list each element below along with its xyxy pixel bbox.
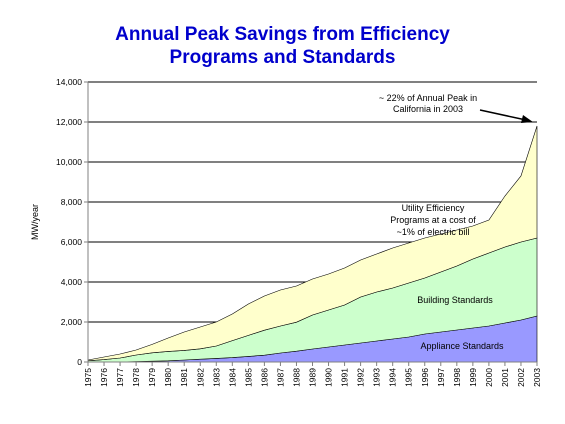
x-tick-label: 1988 (291, 368, 301, 387)
x-tick-label: 1994 (388, 368, 398, 387)
annotation-arrow-line (479, 109, 527, 121)
y-tick-label: 8,000 (61, 197, 83, 207)
x-tick-label: 1993 (372, 368, 382, 387)
annotation-text: California in 2003 (393, 104, 463, 114)
series-label-3: Programs at a cost of (390, 215, 476, 225)
x-tick-label: 2001 (500, 368, 510, 387)
x-tick-label: 1980 (163, 368, 173, 387)
x-tick-label: 1999 (468, 368, 478, 387)
x-tick-label: 2000 (484, 368, 494, 387)
x-tick-label: 1977 (115, 368, 125, 387)
y-tick-label: 2,000 (61, 317, 83, 327)
y-tick-label: 0 (77, 357, 82, 367)
chart-title-line-2: Programs and Standards (169, 47, 396, 68)
y-axis-label: MW/year (30, 204, 40, 240)
area-series (87, 125, 538, 363)
x-tick-label: 1975 (83, 368, 93, 387)
chart-title-line-1: Annual Peak Savings from Efficiency (115, 24, 450, 45)
annotation-text: ~ 22% of Annual Peak in (379, 93, 477, 103)
x-tick-label: 1989 (308, 368, 318, 387)
x-tick-label: 1986 (259, 368, 269, 387)
area-series-3 (87, 125, 538, 362)
series-label-2: Building Standards (417, 295, 493, 305)
x-tick-label: 1976 (99, 368, 109, 387)
x-tick-label: 1992 (356, 368, 366, 387)
x-tick-label: 1984 (227, 368, 237, 387)
x-tick-label: 1997 (436, 368, 446, 387)
x-tick-label: 1981 (179, 368, 189, 387)
y-tick-label: 12,000 (56, 117, 82, 127)
y-tick-label: 4,000 (61, 277, 83, 287)
x-tick-label: 1996 (420, 368, 430, 387)
x-tick-label: 1987 (275, 368, 285, 387)
y-tick-label: 14,000 (56, 77, 82, 87)
x-tick-label: 1995 (404, 368, 414, 387)
x-tick-label: 1991 (340, 368, 350, 387)
y-tick-labels: 0 2,000 4,000 6,000 8,000 10,000 12,000 14,000 (56, 77, 82, 367)
x-tick-label: 1979 (147, 368, 157, 387)
x-tick-label: 1998 (452, 368, 462, 387)
series-label-3: ~1% of electric bill (397, 227, 470, 237)
x-tick-label: 2003 (532, 368, 542, 387)
x-tick-labels: 1975 1976 1977 1978 1979 1980 1981 1982 1983 1984… (83, 368, 542, 387)
y-tick-label: 6,000 (61, 237, 83, 247)
x-tick-label: 1983 (211, 368, 221, 387)
x-tick-label: 1978 (131, 368, 141, 387)
x-tick-label: 1985 (243, 368, 253, 387)
x-tick-label: 2002 (516, 368, 526, 387)
series-label-3: Utility Efficiency (402, 203, 465, 213)
series-label-1: Appliance Standards (420, 341, 504, 351)
x-tick-label: 1982 (195, 368, 205, 387)
y-tick-label: 10,000 (56, 157, 82, 167)
x-tick-label: 1990 (324, 368, 334, 387)
axes (84, 81, 538, 366)
annotation-arrow-head (521, 115, 533, 123)
series-labels: Appliance Standards Building Standards Uti… (390, 203, 504, 351)
